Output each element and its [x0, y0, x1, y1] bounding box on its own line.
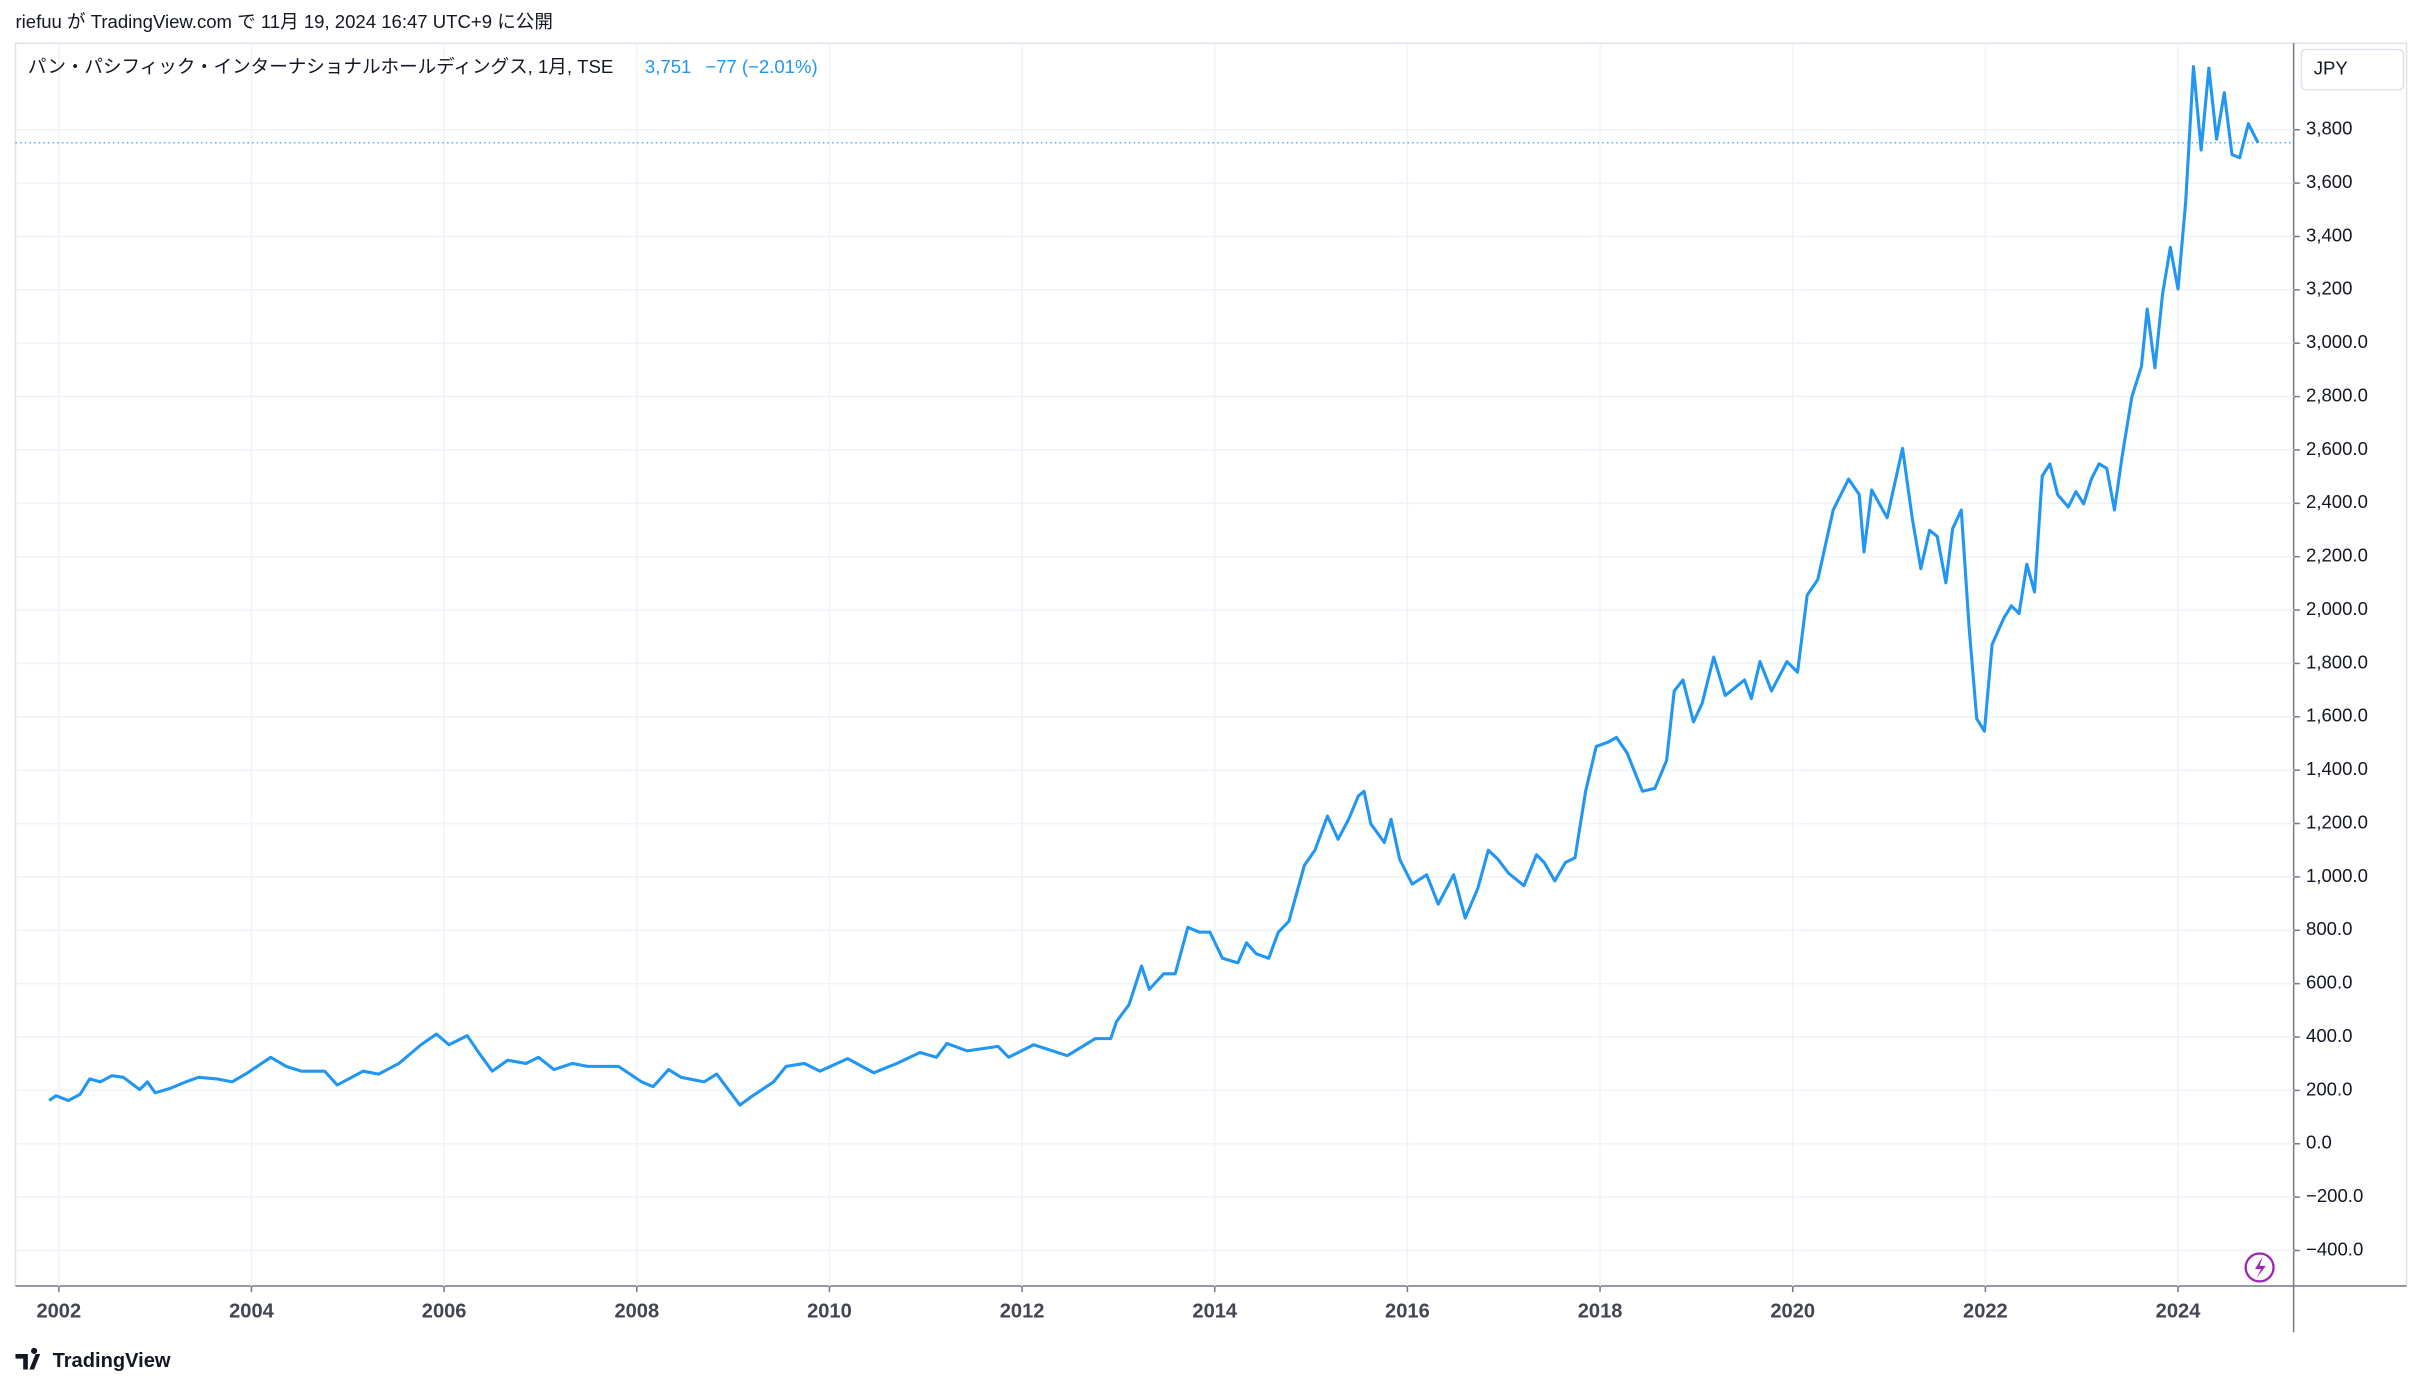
x-tick-label: 2024: [2156, 1301, 2202, 1323]
y-tick-label: 1,000.0: [2306, 865, 2368, 886]
chart-frame: [14, 42, 2408, 1287]
y-tick-label: 3,600: [2306, 171, 2352, 192]
x-tick-label: 2002: [36, 1301, 81, 1323]
y-tick-label: 3,200: [2306, 278, 2352, 299]
y-tick-label: 2,600.0: [2306, 438, 2368, 459]
y-tick-label: 2,800.0: [2306, 384, 2368, 405]
grid: [15, 43, 2294, 1286]
y-tick-label: 800.0: [2306, 918, 2352, 939]
x-tick-label: 2016: [1385, 1301, 1430, 1323]
header-title: riefuu が TradingView.com で 11月 19, 2024 …: [15, 11, 552, 32]
price-change: −77 (−2.01%): [705, 56, 817, 77]
plot: [15, 64, 2294, 1107]
y-tick-label: 3,400: [2306, 224, 2352, 245]
currency-box[interactable]: [2300, 48, 2405, 91]
currency[interactable]: JPY: [2314, 57, 2348, 78]
x-tick-label: 2010: [807, 1301, 852, 1323]
y-tick-label: 2,000.0: [2306, 598, 2368, 619]
x-tick-label: 2014: [1192, 1301, 1238, 1323]
lightning-icon[interactable]: [2244, 1252, 2275, 1283]
y-tick-label: 1,600.0: [2306, 705, 2368, 726]
x-tick-label: 2004: [229, 1301, 275, 1323]
price-line: [48, 64, 2260, 1107]
x-tick-label: 2006: [422, 1301, 467, 1323]
y-tick-label: 2,200.0: [2306, 545, 2368, 566]
y-tick-label: 200.0: [2306, 1078, 2352, 1099]
y-tick-label: 2,400.0: [2306, 491, 2368, 512]
y-tick-label: 0.0: [2306, 1132, 2332, 1153]
legend-title: パン・パシフィック・インターナショナルホールディングス, 1月, TSE: [28, 56, 613, 77]
y-tick-label: 3,000.0: [2306, 331, 2368, 352]
x-tick-label: 2020: [1770, 1301, 1815, 1323]
y-tick-label: 600.0: [2306, 972, 2352, 993]
x-tick-label: 2012: [1000, 1301, 1045, 1323]
brand-logo: [15, 1347, 41, 1370]
y-tick-label: 400.0: [2306, 1025, 2352, 1046]
y-tick-label: −200.0: [2306, 1185, 2363, 1206]
y-tick-label: 1,200.0: [2306, 811, 2368, 832]
y-tick-label: 3,800: [2306, 118, 2352, 139]
x-tick-label: 2022: [1963, 1301, 2008, 1323]
y-tick-label: 1,400.0: [2306, 758, 2368, 779]
y-tick-label: −400.0: [2306, 1238, 2363, 1259]
last-price: 3,751: [645, 56, 691, 77]
brand: TradingView: [53, 1350, 171, 1372]
x-tick-label: 2018: [1578, 1301, 1623, 1323]
x-tick-label: 2008: [614, 1301, 659, 1323]
y-tick-label: 1,800.0: [2306, 651, 2368, 672]
